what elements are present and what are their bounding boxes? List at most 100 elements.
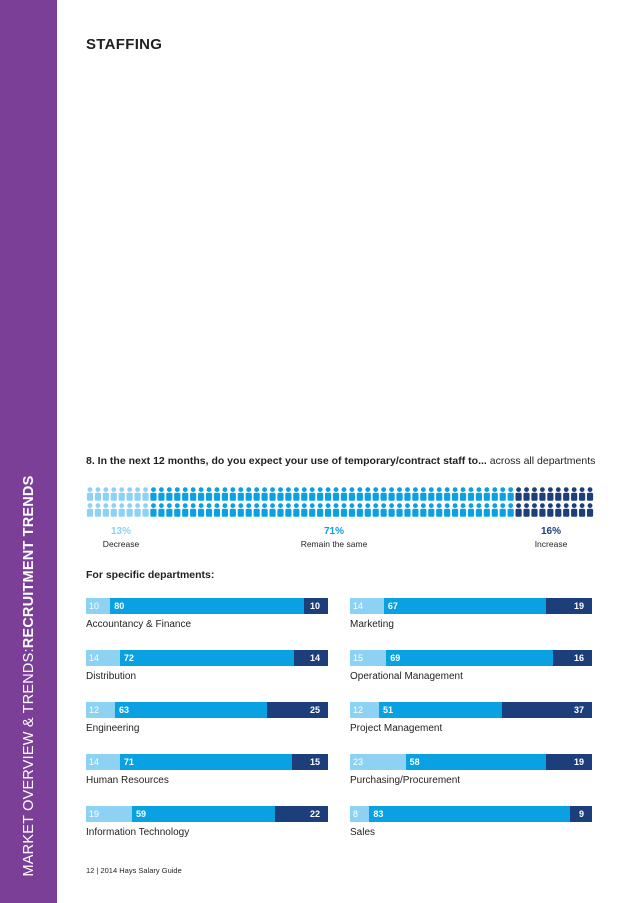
department-label: Sales — [350, 827, 376, 838]
person-icon — [396, 503, 403, 517]
stacked-bar: 12 63 25 — [86, 702, 328, 718]
person-icon — [237, 487, 244, 501]
person-icon — [340, 503, 348, 517]
person-icon — [515, 487, 522, 501]
person-icon — [229, 487, 236, 501]
summary-same-label: Remain the same — [300, 539, 368, 549]
person-icon — [586, 503, 594, 517]
bar-segment-same: 80 — [110, 598, 304, 614]
person-icon — [261, 487, 268, 501]
person-icon — [150, 487, 157, 501]
person-icon — [571, 487, 578, 501]
person-icon — [309, 487, 316, 501]
person-icon — [197, 503, 205, 517]
person-icon — [499, 487, 506, 501]
person-icon — [102, 503, 109, 517]
sub-heading: For specific departments: — [86, 569, 215, 581]
bar-segment-decrease: 8 — [350, 806, 370, 822]
person-icon — [301, 503, 308, 517]
person-icon — [436, 503, 443, 517]
person-icon — [356, 487, 363, 501]
person-icon — [396, 487, 403, 501]
person-icon — [340, 487, 348, 501]
person-icon — [531, 487, 538, 501]
person-icon — [404, 503, 411, 517]
person-icon — [94, 503, 102, 517]
person-icon — [451, 503, 459, 517]
bar-segment-decrease: 14 — [350, 598, 384, 614]
person-icon — [150, 503, 157, 517]
question-regular: across all departments — [486, 455, 596, 467]
person-icon — [578, 503, 586, 517]
person-icon — [372, 487, 379, 501]
sidebar-title-regular: MARKET OVERVIEW & TRENDS: — [21, 648, 37, 877]
person-icon — [221, 503, 229, 517]
summary-same: 71% Remain the same — [301, 526, 368, 549]
person-icon — [134, 487, 141, 501]
person-icon — [348, 503, 356, 517]
person-icon — [142, 503, 149, 517]
person-icon — [317, 503, 324, 517]
bar-segment-increase: 15 — [291, 754, 328, 770]
person-icon — [110, 487, 117, 501]
people-pictogram — [86, 487, 594, 517]
bar-segment-same: 69 — [386, 650, 554, 666]
stacked-bar: 8 83 9 — [350, 806, 592, 822]
person-icon — [126, 503, 133, 517]
section-title: STAFFING — [86, 36, 163, 53]
question-bold: 8. In the next 12 months, do you expect … — [86, 455, 487, 467]
person-icon — [475, 503, 483, 517]
person-icon — [174, 487, 181, 501]
person-icon — [277, 503, 284, 517]
bar-segment-same: 63 — [115, 702, 268, 718]
person-icon — [555, 503, 562, 517]
person-icon — [269, 503, 276, 517]
person-icon — [213, 503, 221, 517]
person-icon — [205, 503, 213, 517]
stacked-bar: 23 58 19 — [350, 754, 592, 770]
bar-segment-decrease: 19 — [86, 806, 132, 822]
department-label: Operational Management — [350, 671, 463, 682]
stacked-bar: 15 69 16 — [350, 650, 592, 666]
person-icon — [293, 487, 300, 501]
person-icon — [229, 503, 236, 517]
sidebar-title-bold: RECRUITMENT TRENDS — [21, 475, 37, 649]
person-icon — [380, 503, 387, 517]
bar-segment-increase: 22 — [274, 806, 328, 822]
summary-increase-label: Increase — [534, 539, 568, 549]
person-icon — [428, 503, 435, 517]
department-row: 14 67 19 Marketing — [350, 598, 592, 638]
bar-segment-same: 51 — [379, 702, 503, 718]
person-icon — [182, 503, 189, 517]
person-icon — [420, 487, 427, 501]
department-label: Purchasing/Procurement — [350, 775, 461, 786]
person-icon — [459, 487, 467, 501]
person-icon — [444, 503, 451, 517]
summary-decrease: 13% Decrease — [103, 526, 139, 549]
person-icon — [253, 503, 260, 517]
department-label: Information Technology — [86, 827, 190, 838]
person-icon — [459, 503, 467, 517]
person-icon — [245, 487, 252, 501]
person-icon — [126, 487, 133, 501]
bar-segment-increase: 14 — [294, 650, 328, 666]
person-icon — [428, 487, 435, 501]
person-icon — [197, 487, 205, 501]
bar-segment-same: 83 — [369, 806, 571, 822]
bar-segment-decrease: 12 — [350, 702, 380, 718]
person-icon — [483, 503, 490, 517]
person-icon — [86, 503, 94, 517]
summary-increase-pct: 16% — [540, 526, 562, 537]
stacked-bar: 19 59 22 — [86, 806, 328, 822]
person-icon — [578, 487, 586, 501]
person-icon — [555, 487, 562, 501]
department-row: 23 58 19 Purchasing/Procurement — [350, 754, 592, 794]
person-icon — [388, 503, 395, 517]
person-icon — [253, 487, 260, 501]
person-icon — [166, 487, 173, 501]
person-icon — [158, 503, 165, 517]
person-icon — [285, 487, 292, 501]
person-icon — [301, 487, 308, 501]
department-label: Project Management — [350, 723, 443, 734]
bar-segment-same: 67 — [383, 598, 546, 614]
